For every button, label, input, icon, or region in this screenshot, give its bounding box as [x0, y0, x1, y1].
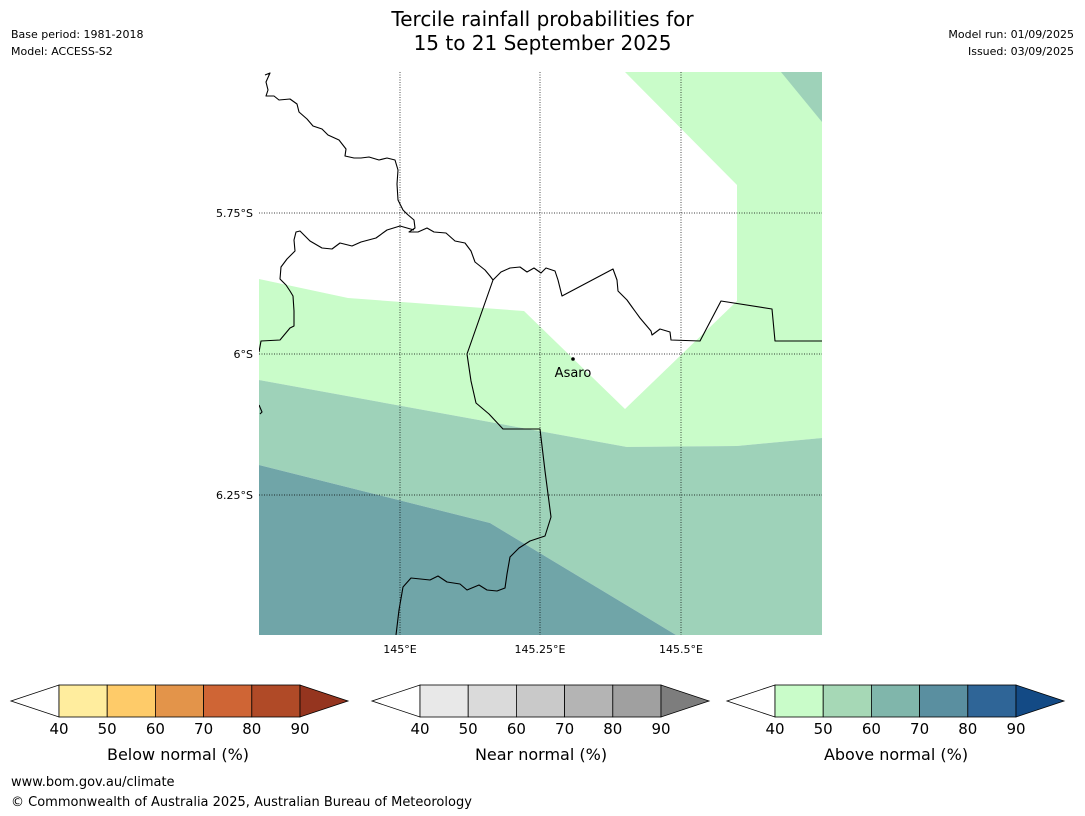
- lat-label-6-25: 6.25°S: [216, 489, 253, 502]
- colorbar-below-segment: [106, 684, 156, 718]
- asaro-dot: [571, 357, 575, 361]
- colorbar-above-low-extend: [725, 684, 776, 718]
- colorbar-below-label: Below normal (%): [106, 745, 250, 764]
- colorbar-near-segment: [612, 684, 662, 718]
- colorbar-above-tick: 50: [814, 720, 833, 738]
- above-60-70-region: [259, 465, 676, 635]
- meta-right: Model run: 01/09/2025 Issued: 03/09/2025: [948, 26, 1074, 60]
- colorbar-above-segment: [967, 684, 1017, 718]
- colorbar-near-tick: 50: [459, 720, 478, 738]
- footer-copyright: © Commonwealth of Australia 2025, Austra…: [11, 795, 472, 810]
- colorbar-below-tick: 80: [242, 720, 261, 738]
- colorbar-near-tick: 80: [603, 720, 622, 738]
- province-boundaries: [259, 72, 822, 635]
- colorbar-below-segment: [154, 684, 204, 718]
- boundary-north: [264, 72, 822, 342]
- colorbar-above-high-extend: [1015, 684, 1066, 718]
- colorbar-above-tick: 70: [910, 720, 929, 738]
- colorbar-above-tick: 80: [958, 720, 977, 738]
- colorbar-above-tick: 40: [765, 720, 784, 738]
- colorbar-above-tick: 60: [862, 720, 881, 738]
- colorbar-above-segment: [871, 684, 921, 718]
- colorbars: 40 50 60 70 80 90 40 50 60 70 80 90 40 50 60 70 80 90: [9, 684, 1066, 738]
- colorbar-above-segment: [822, 684, 872, 718]
- colorbar-near-segment: [467, 684, 517, 718]
- colorbar-below-tick: 60: [146, 720, 165, 738]
- colorbar-above-segment: [919, 684, 969, 718]
- colorbar-near-tick: 60: [507, 720, 526, 738]
- lon-labels: 145°E 145.25°E 145.5°E: [383, 643, 703, 656]
- lon-label-145: 145°E: [383, 643, 416, 656]
- colorbar-near-segment: [419, 684, 469, 718]
- model-name: Model: ACCESS-S2: [11, 45, 113, 58]
- title-line-2: 15 to 21 September 2025: [413, 31, 672, 55]
- colorbar-below-tick: 90: [290, 720, 309, 738]
- above-50-60-region-ne: [781, 72, 822, 122]
- model-run: Model run: 01/09/2025: [948, 28, 1074, 41]
- colorbar-below-high-extend: [299, 684, 350, 718]
- colorbar-near-low-extend: [370, 684, 421, 718]
- colorbar-above-label: Above normal (%): [823, 745, 969, 764]
- lat-label-5-75: 5.75°S: [216, 207, 253, 220]
- chart-title: Tercile rainfall probabilities for 15 to…: [0, 7, 1085, 55]
- colorbar-below: 40 50 60 70 80 90: [9, 684, 350, 738]
- title-line-1: Tercile rainfall probabilities for: [391, 7, 694, 31]
- above-40-50-region: [259, 72, 822, 447]
- colorbar-near: 40 50 60 70 80 90: [370, 684, 711, 738]
- colorbar-near-segment: [564, 684, 614, 718]
- footer-url: www.bom.gov.au/climate: [11, 775, 175, 790]
- colorbar-near-tick: 90: [651, 720, 670, 738]
- colorbar-near-segment: [516, 684, 566, 718]
- lat-labels: 5.75°S 6°S 6.25°S: [216, 207, 253, 502]
- colorbar-below-low-extend: [9, 684, 60, 718]
- boundary-west-edge: [259, 404, 263, 415]
- colorbar-near-high-extend: [660, 684, 711, 718]
- asaro-label: Asaro: [555, 366, 592, 381]
- colorbar-above-tick: 90: [1006, 720, 1025, 738]
- base-period: Base period: 1981-2018: [11, 28, 144, 41]
- colorbar-above: 40 50 60 70 80 90: [725, 684, 1066, 738]
- meta-left: Base period: 1981-2018 Model: ACCESS-S2: [11, 26, 143, 60]
- colorbar-below-tick: 50: [98, 720, 117, 738]
- colorbar-above-segment: [774, 684, 824, 718]
- colorbar-near-tick: 40: [410, 720, 429, 738]
- map-panel: [259, 72, 822, 635]
- colorbar-below-segment: [251, 684, 301, 718]
- colorbar-below-tick: 70: [194, 720, 213, 738]
- colorbar-below-segment: [203, 684, 253, 718]
- colorbar-near-label: Near normal (%): [474, 745, 608, 764]
- issued-date: Issued: 03/09/2025: [967, 45, 1074, 58]
- lat-label-6: 6°S: [234, 348, 253, 361]
- boundary-west-loop: [259, 225, 415, 353]
- lon-label-145-25: 145.25°E: [515, 643, 566, 656]
- colorbar-below-segment: [58, 684, 108, 718]
- colorbar-below-tick: 40: [49, 720, 68, 738]
- lon-label-145-5: 145.5°E: [659, 643, 703, 656]
- place-marker: Asaro: [555, 357, 592, 381]
- colorbar-near-tick: 70: [555, 720, 574, 738]
- boundary-south: [395, 279, 552, 635]
- above-50-60-region: [259, 380, 822, 635]
